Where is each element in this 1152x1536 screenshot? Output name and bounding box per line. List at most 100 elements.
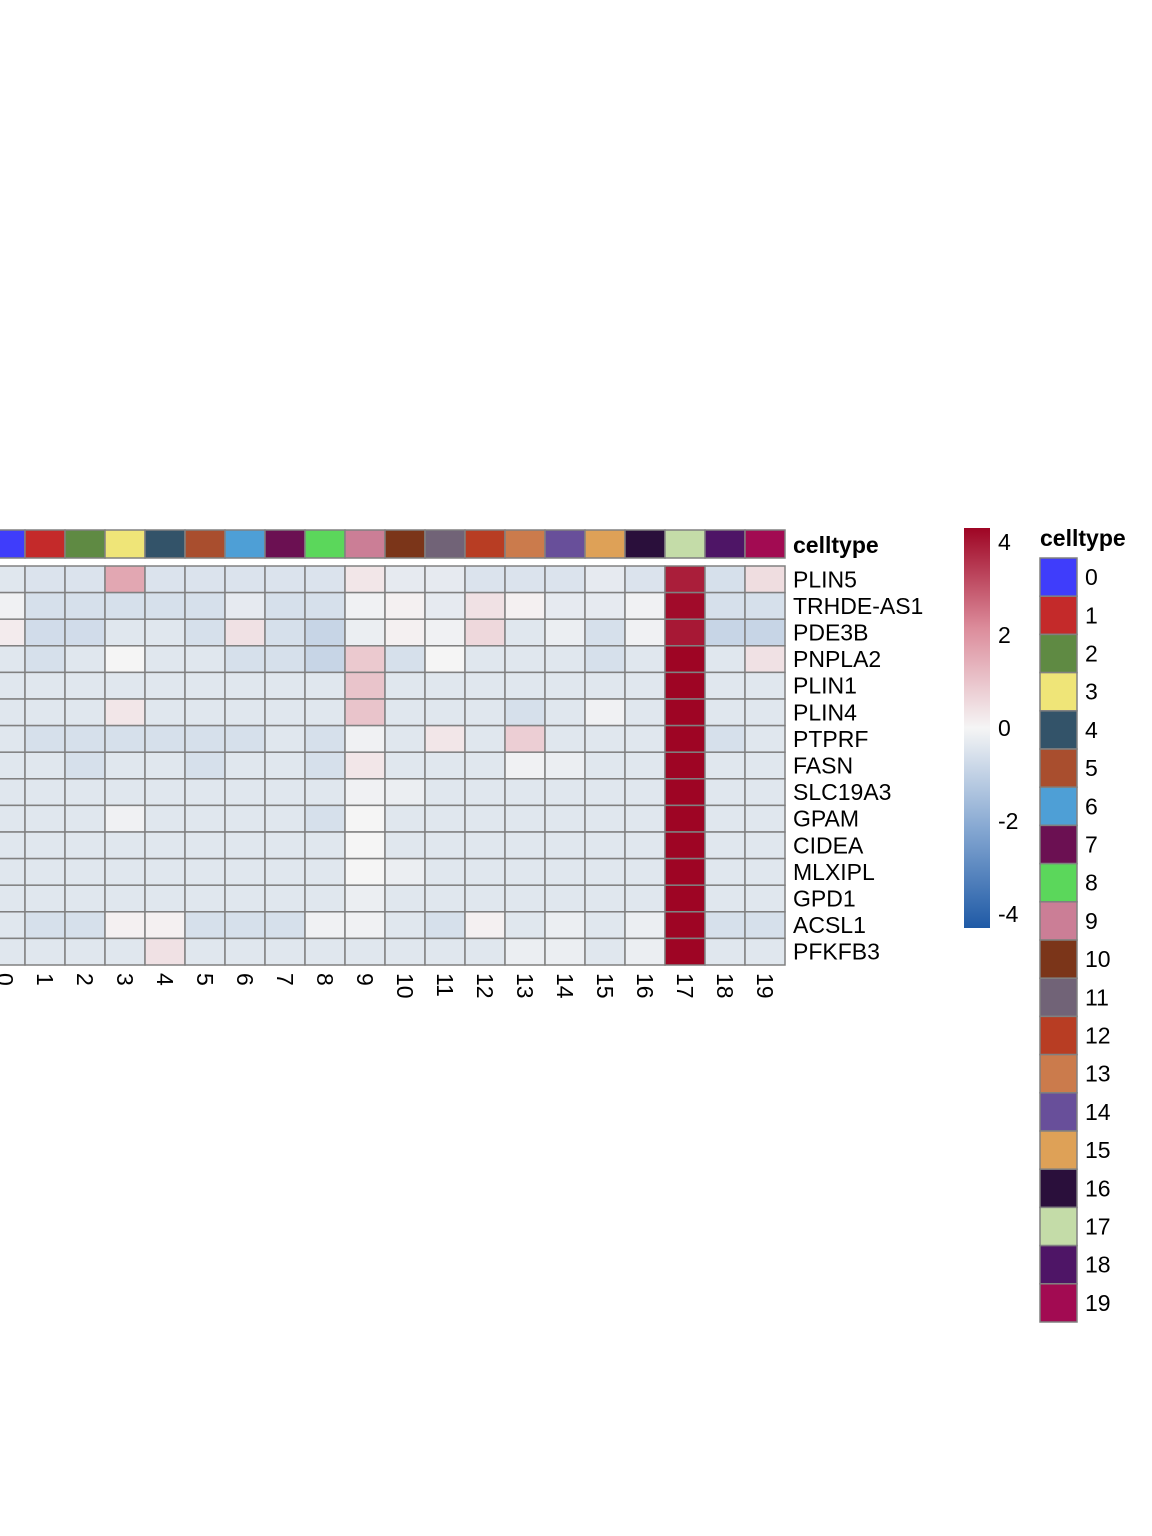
heatmap-cell	[744, 804, 786, 833]
row-label: CIDEA	[793, 832, 864, 858]
row-label: MLXIPL	[793, 859, 875, 885]
heatmap-cell	[24, 671, 66, 700]
legend-swatch	[1039, 557, 1078, 597]
heatmap-cell	[304, 591, 346, 620]
heatmap-cell	[504, 618, 546, 647]
heatmap-cell	[264, 565, 306, 594]
heatmap-cell	[344, 618, 386, 647]
colorbar-tick-label: -4	[998, 901, 1019, 927]
heatmap-cell	[104, 618, 146, 647]
heatmap-cell	[144, 724, 186, 753]
heatmap-cell	[144, 565, 186, 594]
heatmap-cell	[0, 804, 26, 833]
annotation-cell	[624, 529, 666, 559]
heatmap-cell	[264, 724, 306, 753]
heatmap-cell	[744, 778, 786, 807]
heatmap-cell	[264, 778, 306, 807]
heatmap-cell	[224, 831, 266, 860]
row-label: PLIN1	[793, 673, 857, 699]
celltype-annotation-row	[0, 529, 786, 559]
heatmap-cell	[224, 884, 266, 913]
heatmap-cell	[704, 884, 746, 913]
heatmap-cell	[504, 804, 546, 833]
heatmap-cell	[64, 645, 106, 674]
heatmap-cell	[344, 831, 386, 860]
heatmap-cell	[344, 724, 386, 753]
heatmap-cell	[224, 937, 266, 966]
heatmap-cell	[344, 911, 386, 940]
annotation-cell	[504, 529, 546, 559]
heatmap-cell	[184, 778, 226, 807]
column-label: 4	[152, 973, 178, 986]
heatmap-cell	[304, 911, 346, 940]
heatmap-cell	[624, 591, 666, 620]
legend-label: 13	[1085, 1061, 1111, 1087]
heatmap-cell	[584, 804, 626, 833]
heatmap-cell	[144, 591, 186, 620]
heatmap-cell	[464, 831, 506, 860]
heatmap-cell	[144, 751, 186, 780]
annotation-cell	[304, 529, 346, 559]
legend-label: 0	[1085, 564, 1098, 590]
heatmap-cell	[624, 565, 666, 594]
heatmap-cell	[264, 804, 306, 833]
heatmap-cell	[184, 618, 226, 647]
heatmap-cell	[664, 645, 706, 674]
annotation-cell	[744, 529, 786, 559]
heatmap-cell	[104, 857, 146, 886]
row-label: PLIN4	[793, 699, 857, 725]
heatmap-cell	[624, 724, 666, 753]
column-label: 12	[472, 973, 498, 999]
legend-swatch	[1039, 1206, 1078, 1247]
heatmap-cell	[664, 698, 706, 727]
heatmap-cell	[584, 671, 626, 700]
heatmap-cell	[704, 804, 746, 833]
heatmap-cell	[304, 751, 346, 780]
heatmap-cell	[184, 804, 226, 833]
heatmap-cell	[384, 804, 426, 833]
heatmap-cell	[544, 911, 586, 940]
heatmap-cell	[344, 645, 386, 674]
heatmap-cell	[664, 884, 706, 913]
heatmap-cell	[464, 618, 506, 647]
legend-label: 5	[1085, 755, 1098, 781]
column-label: 2	[72, 973, 98, 986]
heatmap-cell	[24, 884, 66, 913]
heatmap-cell	[184, 724, 226, 753]
row-labels: PLIN5TRHDE-AS1PDE3BPNPLA2PLIN1PLIN4PTPRF…	[793, 566, 923, 964]
heatmap-cell	[64, 751, 106, 780]
row-label: FASN	[793, 753, 853, 779]
heatmap-cell	[584, 724, 626, 753]
heatmap-cell	[664, 671, 706, 700]
heatmap-cell	[184, 857, 226, 886]
heatmap-cell	[144, 937, 186, 966]
column-label: 9	[352, 973, 378, 986]
heatmap-cell	[304, 778, 346, 807]
heatmap-cell	[144, 698, 186, 727]
heatmap-cell	[704, 831, 746, 860]
heatmap-cell	[744, 698, 786, 727]
heatmap-cell	[224, 911, 266, 940]
heatmap-cell	[704, 645, 746, 674]
legend-label: 8	[1085, 870, 1098, 896]
heatmap-cell	[664, 778, 706, 807]
heatmap-cell	[344, 937, 386, 966]
heatmap-cell	[0, 884, 26, 913]
heatmap-cell	[744, 618, 786, 647]
heatmap-cell	[0, 831, 26, 860]
legend-label: 12	[1085, 1023, 1111, 1049]
column-label: 3	[112, 973, 138, 986]
heatmap-cell	[664, 911, 706, 940]
annotation-cell	[0, 529, 26, 559]
legend-swatch	[1039, 862, 1078, 903]
column-label: 1	[32, 973, 58, 986]
heatmap-cell	[384, 857, 426, 886]
column-label: 18	[712, 973, 738, 999]
heatmap-cell	[504, 724, 546, 753]
colorbar-tick-label: 4	[998, 529, 1011, 555]
heatmap-cell	[24, 698, 66, 727]
heatmap-cell	[464, 698, 506, 727]
heatmap-cell	[744, 937, 786, 966]
heatmap-cell	[184, 591, 226, 620]
row-label: PNPLA2	[793, 646, 881, 672]
